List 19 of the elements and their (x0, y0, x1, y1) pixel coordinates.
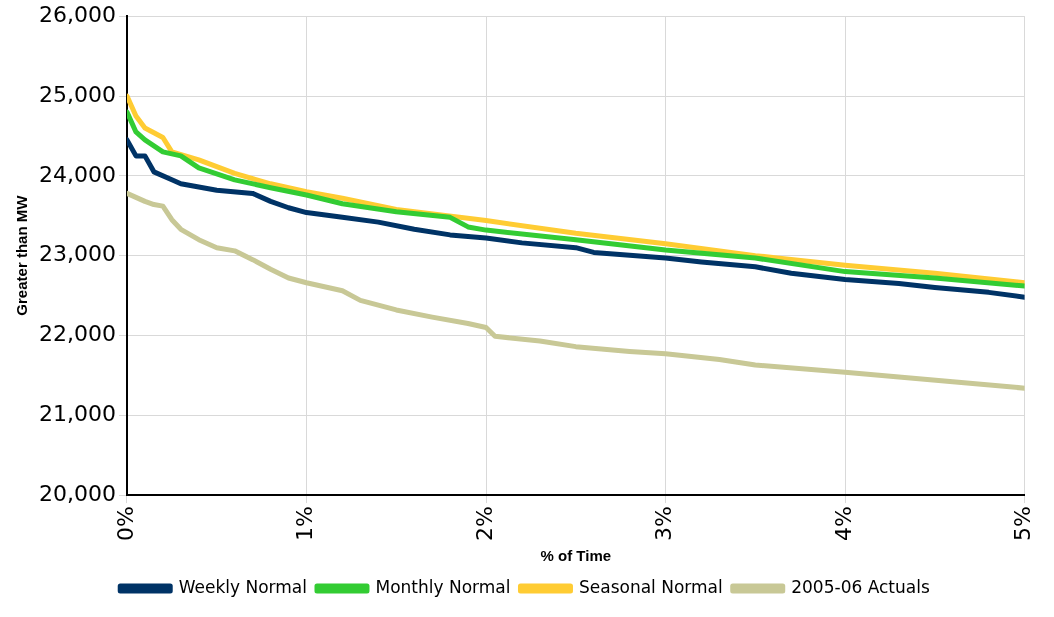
y-tick-label: 26,000 (38, 1, 116, 27)
y-tick-label: 25,000 (38, 81, 116, 107)
y-tick-label: 20,000 (38, 480, 116, 506)
y-tick-label: 24,000 (38, 161, 116, 187)
x-tick-label: 4% (830, 506, 856, 541)
y-tick-label: 21,000 (38, 401, 116, 426)
y-tick-label: 22,000 (38, 321, 116, 347)
x-axis-title: % of Time (540, 547, 612, 565)
legend-label: Monthly Normal (375, 576, 511, 597)
legend-label: 2005-06 Actuals (791, 576, 930, 597)
legend-label: Weekly Normal (178, 576, 308, 597)
x-tick-label: 2% (471, 506, 497, 541)
x-tick-label: 0% (112, 506, 138, 541)
y-tick-label: 23,000 (38, 241, 116, 267)
y-axis-title: Greater than MW (13, 194, 31, 316)
legend-label: Seasonal Normal (578, 576, 723, 597)
x-tick-label: 1% (292, 506, 318, 541)
x-tick-label: 5% (1010, 506, 1036, 541)
x-tick-label: 3% (651, 506, 677, 541)
